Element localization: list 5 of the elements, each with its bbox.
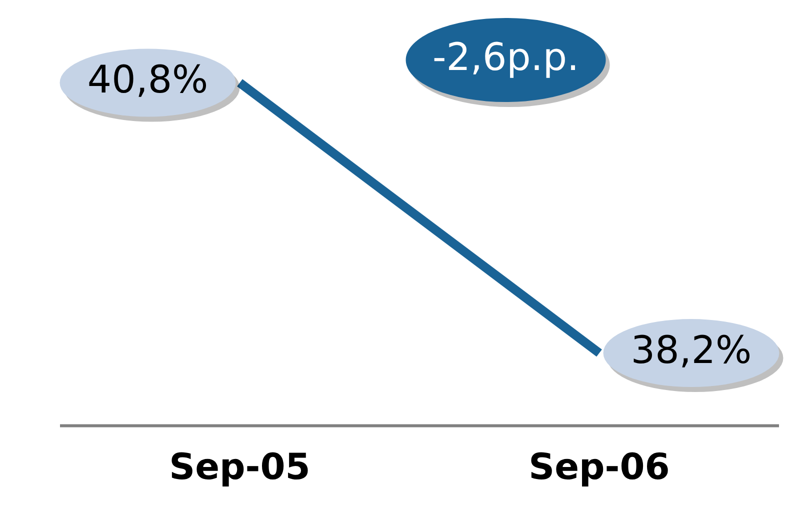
x-tick-label: Sep-06 — [528, 446, 670, 488]
text: -2,6p.p. — [432, 34, 580, 79]
data-label: 38,2% — [630, 328, 752, 372]
x-tick-label: Sep-05 — [169, 446, 310, 488]
data-label: 40,8% — [87, 58, 208, 102]
